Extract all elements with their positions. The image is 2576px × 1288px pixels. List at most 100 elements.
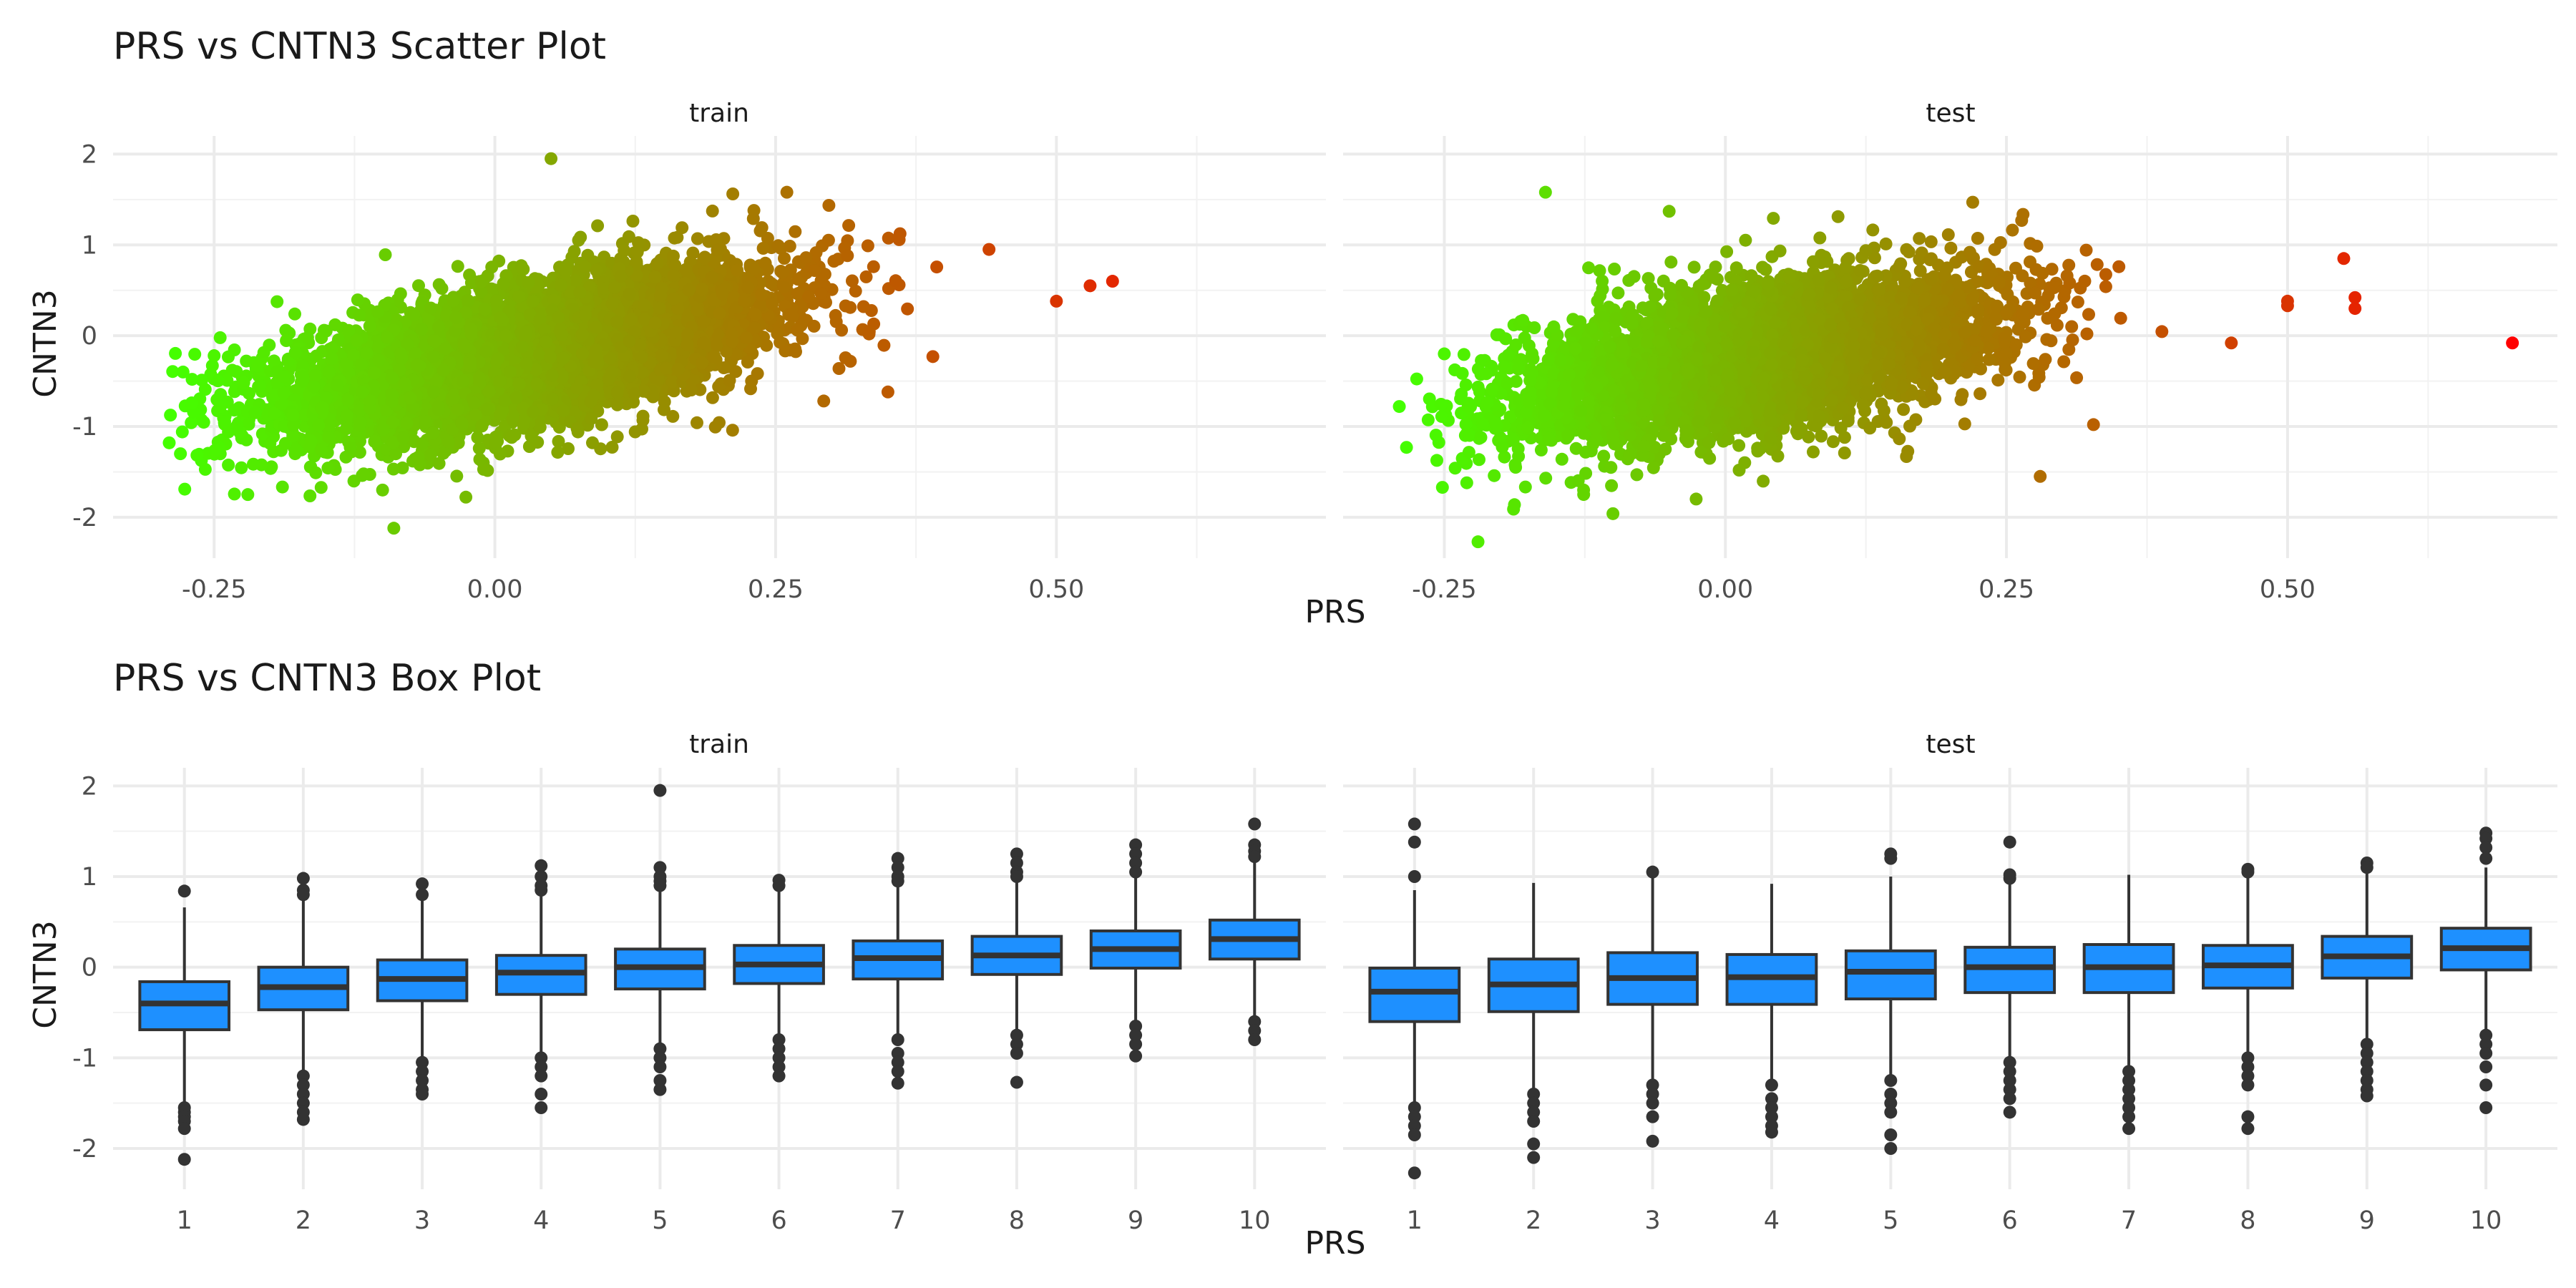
- scatter-point: [321, 462, 335, 475]
- scatter-point: [530, 377, 544, 391]
- scatter-point: [228, 487, 241, 501]
- scatter-point: [214, 388, 228, 401]
- scatter-point: [591, 219, 605, 233]
- scatter-point: [731, 263, 744, 277]
- scatter-point: [726, 424, 739, 437]
- scatter-point: [755, 288, 768, 301]
- scatter-point: [432, 457, 446, 470]
- scatter-point: [877, 338, 891, 352]
- scatter-point: [829, 308, 842, 322]
- scatter-point: [357, 467, 371, 481]
- scatter-point: [190, 449, 204, 462]
- scatter-point: [228, 404, 241, 417]
- scatter-point: [685, 384, 698, 396]
- scatter-point: [251, 359, 265, 373]
- scatter-point: [237, 376, 250, 389]
- scatter-point: [376, 423, 390, 436]
- scatter-point: [277, 370, 291, 384]
- scatter-point: [309, 466, 323, 479]
- scatter-point: [605, 297, 619, 311]
- scatter-point: [744, 382, 757, 396]
- scatter-point: [713, 306, 726, 320]
- scatter-point: [368, 435, 381, 448]
- scatter-point: [471, 431, 484, 444]
- scatter-point: [726, 187, 740, 200]
- scatter-point: [697, 336, 711, 350]
- scatter-point: [342, 323, 356, 337]
- scatter-point: [322, 430, 336, 444]
- scatter-point: [857, 300, 870, 313]
- scatter-point: [706, 391, 719, 404]
- scatter-point: [618, 244, 631, 258]
- scatter-point: [198, 462, 212, 476]
- scatter-point: [308, 369, 322, 382]
- scatter-point: [275, 480, 289, 494]
- scatter-point: [351, 293, 364, 307]
- scatter-point: [497, 277, 510, 291]
- scatter-point: [626, 215, 640, 228]
- scatter-point: [552, 434, 565, 448]
- scatter-point: [725, 328, 738, 341]
- scatter-point: [785, 308, 798, 321]
- scatter-point: [632, 236, 645, 250]
- scatter-point: [696, 356, 709, 369]
- scatter-point: [509, 391, 523, 404]
- scatter-point: [832, 362, 846, 375]
- scatter-point: [667, 269, 680, 282]
- scatter-point: [464, 327, 478, 341]
- scatter-point: [747, 204, 761, 218]
- scatter-point-cloud: [164, 187, 944, 504]
- scatter-point: [667, 292, 680, 306]
- scatter-point: [807, 319, 821, 333]
- scatter-point: [222, 350, 235, 364]
- scatter-point: [303, 440, 317, 454]
- scatter-point: [892, 233, 906, 246]
- scatter-point: [185, 416, 198, 429]
- scatter-point: [447, 293, 460, 307]
- scatter-point: [686, 246, 700, 260]
- scatter-point: [579, 260, 592, 274]
- scatter-point: [475, 275, 488, 288]
- scatter-point: [222, 458, 235, 472]
- scatter-point: [691, 232, 704, 245]
- scatter-point: [930, 260, 944, 274]
- scatter-point: [176, 365, 190, 379]
- scatter-point: [331, 379, 344, 392]
- scatter-point: [758, 256, 772, 270]
- scatter-point: [352, 308, 366, 322]
- scatter-point: [628, 425, 642, 439]
- scatter-point: [766, 297, 779, 311]
- scatter-point: [355, 357, 369, 371]
- scatter-point: [814, 287, 828, 300]
- scatter-facet-label-train: train: [689, 99, 749, 128]
- scatter-point: [708, 420, 722, 434]
- scatter-point: [469, 409, 482, 421]
- scatter-point: [708, 351, 721, 364]
- scatter-point: [314, 443, 328, 457]
- scatter-point: [630, 255, 643, 268]
- scatter-point: [658, 395, 671, 409]
- scatter-point: [783, 240, 796, 253]
- scatter-point: [220, 374, 234, 387]
- scatter-point: [723, 374, 736, 387]
- scatter-point: [247, 457, 260, 471]
- scatter-point: [230, 419, 244, 432]
- scatter-point: [211, 374, 225, 388]
- scatter-point: [441, 435, 455, 449]
- scatter-point: [350, 334, 364, 348]
- scatter-point: [650, 257, 664, 270]
- scatter-point: [748, 321, 761, 335]
- scatter-point: [711, 243, 724, 257]
- scatter-point: [343, 441, 357, 454]
- scatter-point: [505, 431, 519, 444]
- scatter-point: [459, 490, 473, 504]
- scatter-point: [415, 323, 429, 336]
- scatter-point: [188, 348, 202, 361]
- scatter-point: [235, 461, 248, 474]
- scatter-point: [778, 252, 791, 265]
- scatter-point: [328, 318, 342, 331]
- scatter-point: [901, 302, 914, 316]
- scatter-point: [610, 398, 624, 411]
